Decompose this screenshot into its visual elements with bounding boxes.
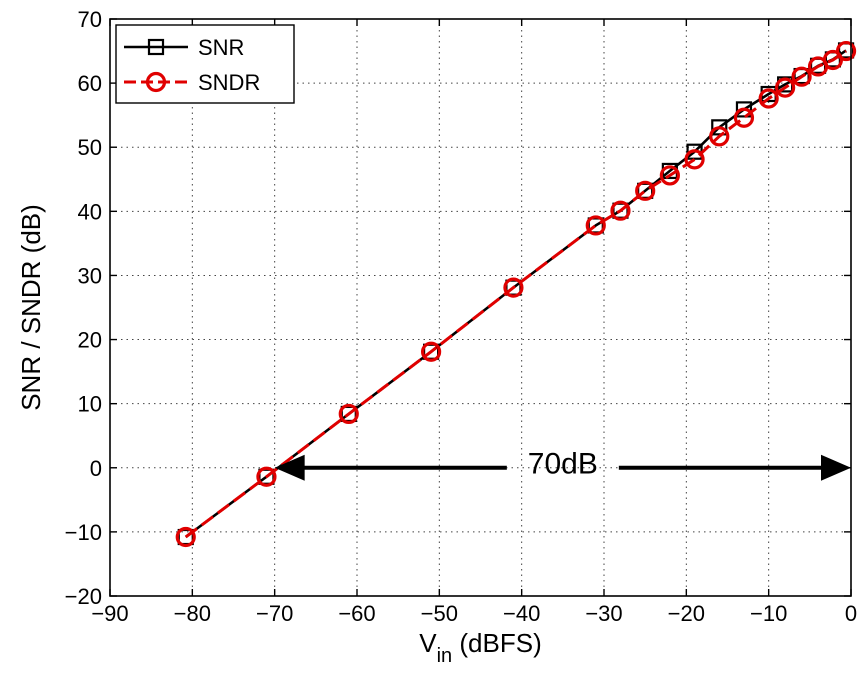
y-tick-label: 40 (78, 199, 102, 224)
y-tick-label: 20 (78, 328, 102, 353)
x-axis-label-main: V (419, 628, 437, 658)
y-tick-label: 10 (78, 392, 102, 417)
sndr-point (338, 403, 359, 425)
y-tick-label: −20 (65, 584, 102, 609)
x-tick-label: −30 (585, 601, 622, 626)
legend: SNR SNDR (115, 24, 295, 104)
plot-frame (109, 18, 852, 597)
x-axis-label-subscript: in (437, 645, 453, 667)
y-tick-label: 0 (90, 456, 102, 481)
sndr-line (184, 49, 847, 539)
sndr-series (175, 40, 857, 548)
plot-series (175, 40, 857, 548)
legend-label: SNR (198, 35, 244, 60)
legend-box (115, 24, 295, 104)
sndr-point (503, 277, 524, 298)
y-tick-label: 50 (78, 135, 102, 160)
sndr-point (835, 40, 857, 62)
sndr-point (610, 200, 631, 221)
sndr-point (635, 180, 656, 201)
x-tick-label: 0 (845, 601, 857, 626)
x-tick-labels: −90 −80 −70 −60 −50 −40 −30 −20 −10 0 (91, 601, 857, 626)
x-tick-label: −50 (421, 601, 458, 626)
x-axis-label-unit: (dBFS) (452, 628, 542, 658)
y-tick-labels: −20 −10 0 10 20 30 40 50 60 70 (65, 7, 102, 609)
sndr-point (421, 341, 442, 362)
sndr-point (733, 107, 755, 128)
x-tick-label: −20 (668, 601, 705, 626)
x-tick-label: −90 (91, 601, 128, 626)
sndr-point (175, 526, 196, 548)
sndr-point (775, 77, 796, 98)
legend-label: SNDR (198, 70, 260, 95)
y-axis-label: SNR / SNDR (dB) (16, 204, 46, 411)
legend-swatch-marker (147, 38, 165, 56)
x-tick-label: −40 (503, 601, 540, 626)
sndr-point (791, 66, 812, 87)
range-annotation: 70dB (274, 447, 851, 481)
legend-item-sndr: SNDR (124, 70, 260, 95)
annotation-arrowhead-left (274, 454, 305, 481)
legend-swatch-marker (145, 71, 167, 93)
x-tick-label: −80 (174, 601, 211, 626)
sndr-point (659, 165, 680, 186)
sndr-point (684, 149, 705, 170)
snr-point (735, 101, 753, 118)
annotation-arrowhead-right (821, 454, 851, 481)
sndr-point (256, 466, 277, 487)
y-tick-label: −10 (65, 520, 102, 545)
y-tick-label: 70 (78, 7, 102, 32)
x-tick-label: −60 (338, 601, 375, 626)
y-tick-label: 30 (78, 263, 102, 288)
sndr-point (758, 88, 779, 109)
x-axis-label: Vin (dBFS) (419, 628, 542, 667)
legend-item-snr: SNR (124, 35, 244, 60)
sndr-point (709, 126, 730, 147)
annotation-label: 70dB (528, 447, 598, 480)
y-tick-label: 60 (78, 71, 102, 96)
x-tick-label: −10 (750, 601, 787, 626)
sndr-point (585, 215, 606, 236)
sndr-point (822, 49, 843, 71)
snr-point (711, 119, 728, 136)
x-tick-label: −70 (256, 601, 293, 626)
axis-ticks (109, 18, 852, 597)
